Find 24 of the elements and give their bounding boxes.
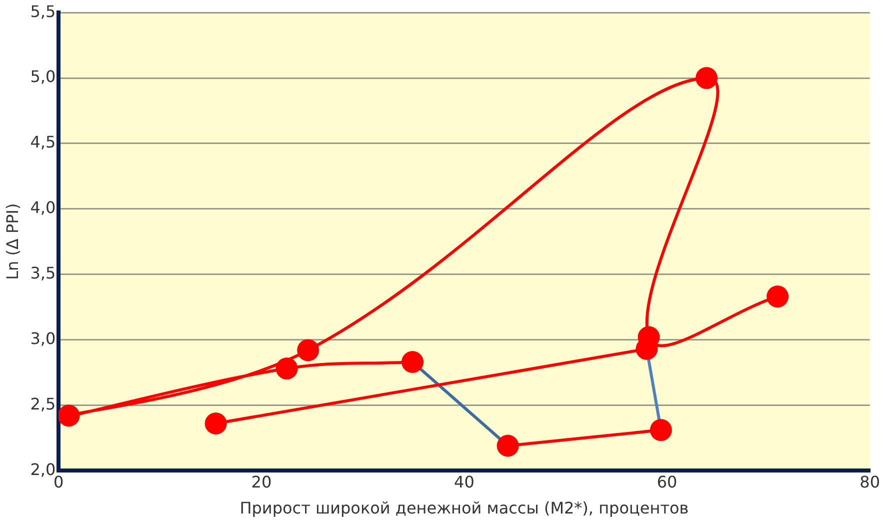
- point: [276, 358, 298, 380]
- x-tick-label: 60: [656, 472, 678, 492]
- point: [58, 404, 80, 427]
- y-tick-label: 2,5: [30, 394, 56, 414]
- y-tick-label: 2,0: [30, 460, 56, 479]
- point: [650, 419, 672, 442]
- point: [696, 67, 718, 90]
- x-tick-label: 20: [251, 472, 272, 492]
- y-tick-label: 5,5: [30, 2, 56, 21]
- y-axis-title: Ln (Δ PPI): [2, 203, 22, 280]
- y-tick-label: 3,0: [30, 328, 56, 348]
- point: [766, 286, 789, 308]
- point: [496, 434, 519, 457]
- point: [297, 339, 320, 362]
- y-tick-label: 3,5: [30, 263, 56, 282]
- y-tick-label: 4,5: [30, 132, 56, 152]
- point: [402, 350, 424, 373]
- x-axis-title: Прирост широкой денежной массы (М2*), процентов: [240, 498, 689, 518]
- point: [204, 412, 227, 434]
- y-tick-label: 4,0: [30, 198, 56, 218]
- y-tick-label: 5,0: [30, 67, 56, 86]
- x-tick-label: 0: [54, 472, 64, 492]
- x-tick-label: 80: [860, 472, 880, 492]
- x-tick-label: 40: [454, 472, 474, 492]
